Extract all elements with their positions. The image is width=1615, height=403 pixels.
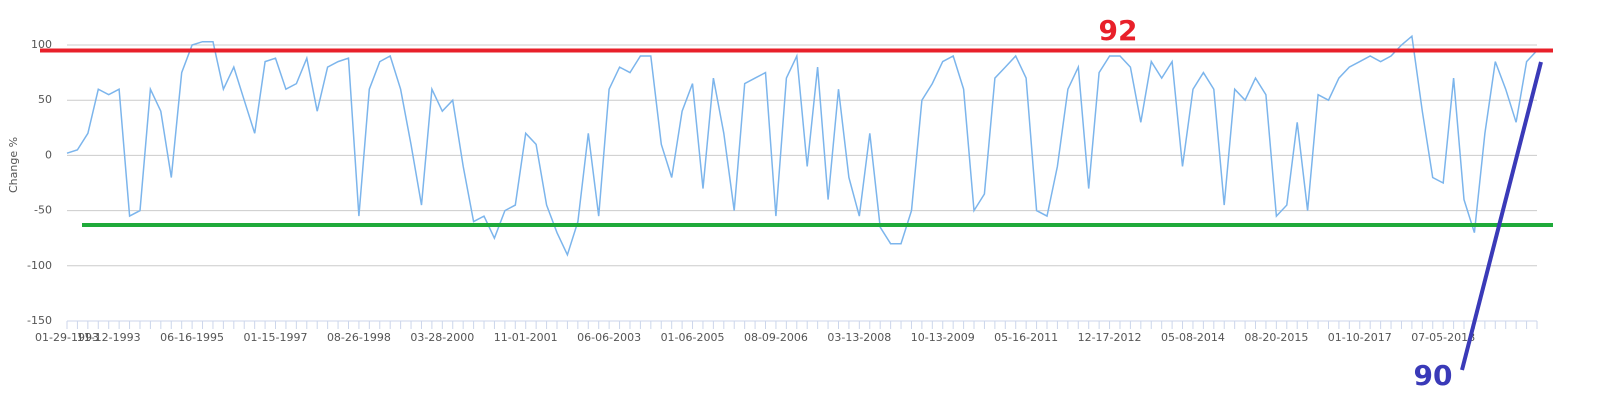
y-tick-label: 100: [31, 38, 52, 51]
x-tick-label: 01-15-1997: [244, 331, 308, 344]
x-tick-label: 06-16-1995: [160, 331, 224, 344]
x-tick-label: 10-13-2009: [911, 331, 975, 344]
x-tick-label: 03-28-2000: [410, 331, 474, 344]
y-tick-label: -50: [34, 204, 52, 217]
x-tick-label: 05-16-2011: [994, 331, 1058, 344]
x-tick-label: 06-06-2003: [577, 331, 641, 344]
y-axis-label: Change %: [7, 137, 20, 193]
y-tick-label: 0: [45, 148, 52, 161]
x-tick-label: 11-12-1993: [77, 331, 141, 344]
x-tick-label: 05-08-2014: [1161, 331, 1225, 344]
y-tick-label: -100: [27, 259, 52, 272]
y-tick-label: -150: [27, 314, 52, 327]
x-tick-label: 07-05-2018: [1411, 331, 1475, 344]
x-tick-label: 11-01-2001: [494, 331, 558, 344]
trend-label: 90: [1414, 359, 1453, 392]
x-tick-label: 01-29-1993: [35, 331, 99, 344]
y-tick-label: 50: [38, 93, 52, 106]
x-tick-label: 08-20-2015: [1244, 331, 1308, 344]
x-tick-label: 01-10-2017: [1328, 331, 1392, 344]
x-tick-label: 08-09-2006: [744, 331, 808, 344]
x-tick-label: 03-13-2008: [827, 331, 891, 344]
x-tick-label: 08-26-1998: [327, 331, 391, 344]
x-tick-label: 01-06-2005: [661, 331, 725, 344]
upper-label: 92: [1099, 14, 1138, 47]
trend-line: [1460, 61, 1543, 371]
data-line: [66, 34, 1538, 257]
x-tick-label: 12-17-2012: [1078, 331, 1142, 344]
